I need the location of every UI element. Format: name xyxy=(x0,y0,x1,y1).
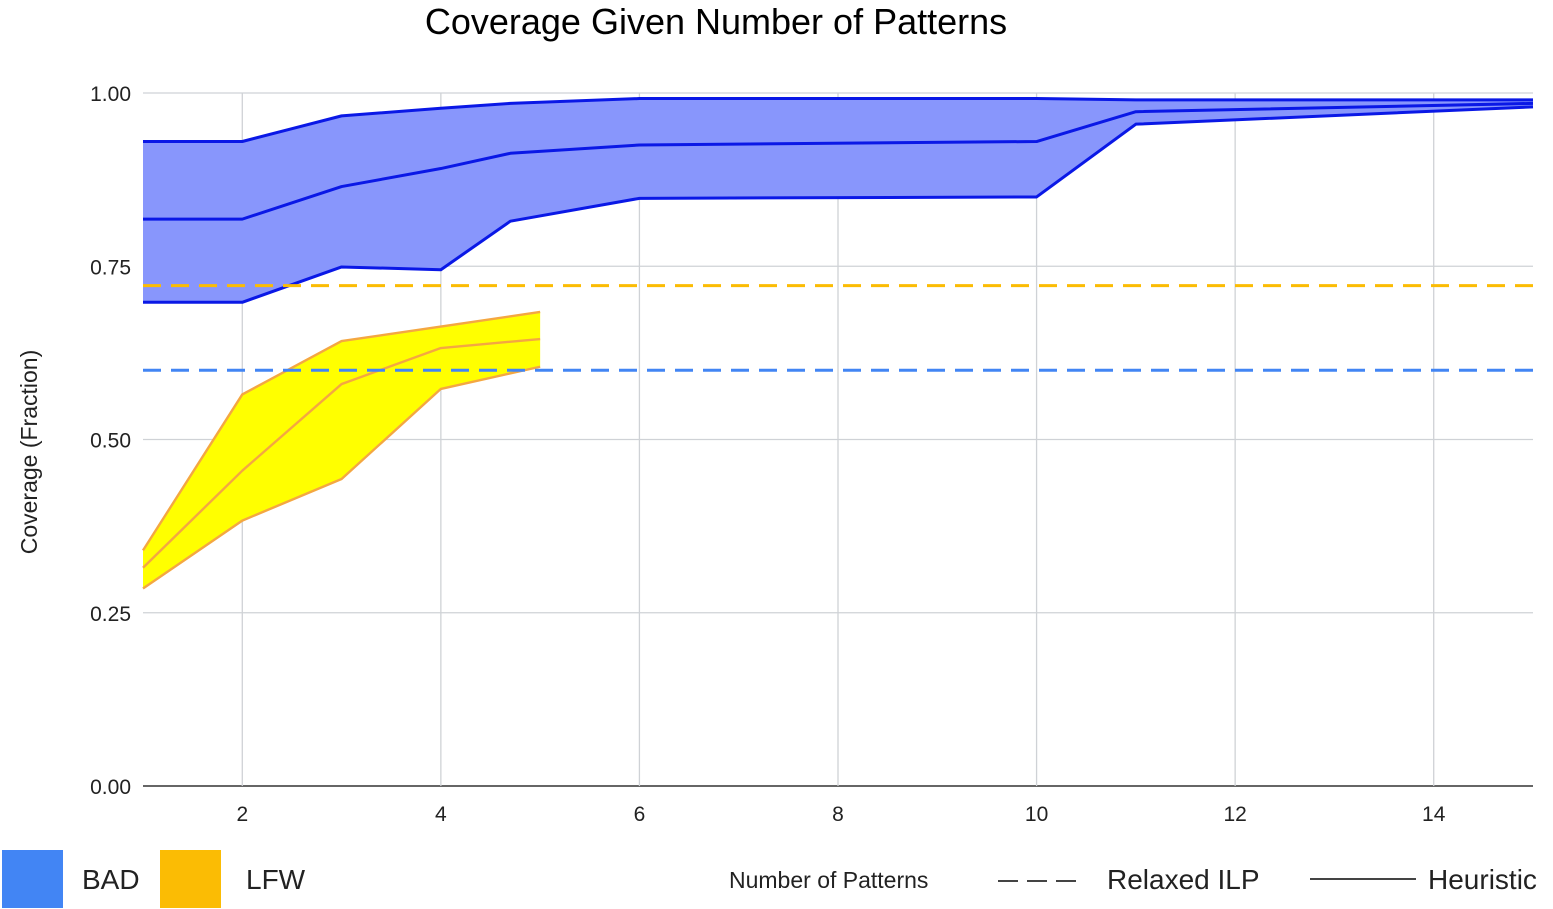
legend-label-lfw: LFW xyxy=(246,864,306,895)
y-tick-label: 0.00 xyxy=(90,776,131,799)
x-tick-label: 12 xyxy=(1223,803,1246,826)
y-tick-label: 1.00 xyxy=(90,83,131,106)
x-axis-label: Number of Patterns xyxy=(729,867,928,893)
x-tick-label: 2 xyxy=(236,803,248,826)
x-tick-label: 14 xyxy=(1422,803,1446,826)
legend: BAD LFW Number of Patterns Relaxed ILP H… xyxy=(2,850,1537,908)
y-tick-label: 0.25 xyxy=(90,603,131,626)
legend-label-bad: BAD xyxy=(82,864,140,895)
line-upper-lfw xyxy=(141,310,541,552)
legend-swatch-lfw xyxy=(160,850,221,908)
x-tick-label: 6 xyxy=(634,803,646,826)
band-fill-bad xyxy=(143,98,1533,303)
x-tick-labels: 2 4 6 8 10 12 14 xyxy=(236,803,1445,826)
series-bands xyxy=(141,97,1534,590)
line-lower-lfw xyxy=(142,365,541,590)
legend-label-heuristic: Heuristic xyxy=(1428,864,1537,895)
line-lower-bad xyxy=(143,105,1534,304)
y-tick-label: 0.75 xyxy=(90,256,131,279)
series-lfw xyxy=(141,310,541,590)
chart-title: Coverage Given Number of Patterns xyxy=(425,1,1007,42)
x-tick-label: 4 xyxy=(435,803,447,826)
line-upper-bad xyxy=(143,97,1533,144)
x-tick-label: 8 xyxy=(832,803,844,826)
line-mean-lfw xyxy=(142,337,541,569)
y-axis-label: Coverage (Fraction) xyxy=(16,350,42,555)
series-bad xyxy=(143,97,1534,304)
legend-swatch-bad xyxy=(2,850,63,908)
reference-lines xyxy=(143,284,1533,372)
y-tick-label: 0.50 xyxy=(90,430,131,453)
x-tick-label: 10 xyxy=(1025,803,1048,826)
line-mean-bad xyxy=(143,101,1534,221)
y-tick-labels: 0.00 0.25 0.50 0.75 1.00 xyxy=(90,83,131,799)
legend-label-relaxed-ilp: Relaxed ILP xyxy=(1107,864,1260,895)
